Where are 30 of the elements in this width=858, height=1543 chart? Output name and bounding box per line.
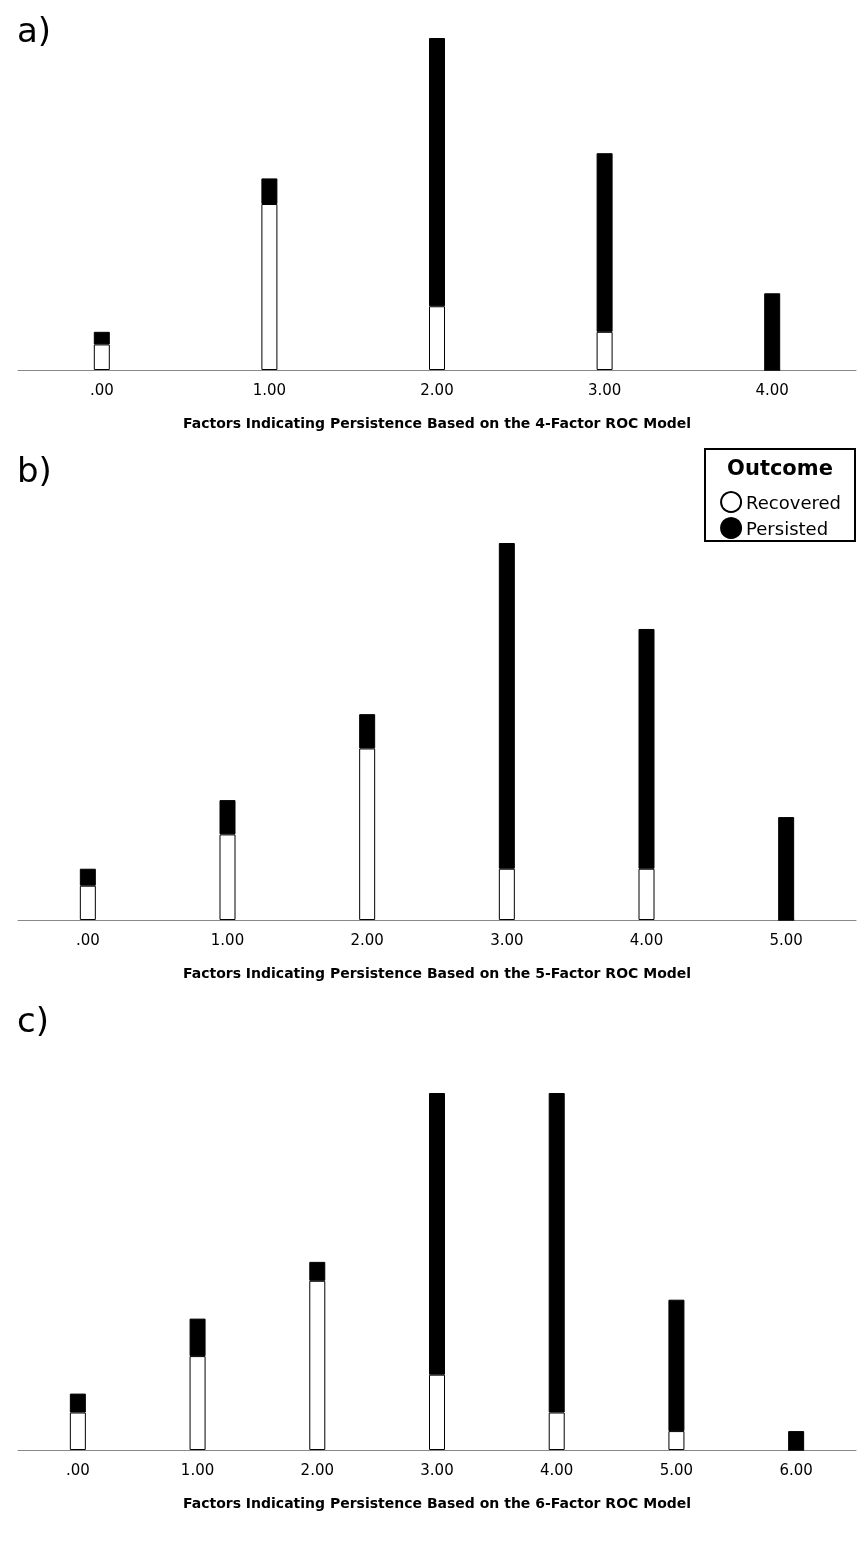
chart-title: c): [17, 1000, 49, 1040]
x-axis-title: Factors Indicating Persistence Based on the 4-Factor ROC Model: [182, 415, 692, 431]
x-axis-title: Factors Indicating Persistence Based on the 6-Factor ROC Model: [182, 1495, 692, 1511]
x-axis-title: Factors Indicating Persistence Based on the 5-Factor ROC Model: [182, 965, 692, 981]
chart-title: b): [17, 450, 52, 490]
x-tick-label: 2.00: [420, 380, 454, 399]
x-tick-label: 3.00: [587, 380, 622, 399]
chart-title: a): [17, 10, 52, 50]
x-tick-label: 6.00: [779, 1460, 813, 1479]
legend-label: Persisted: [746, 517, 829, 539]
x-tick-label: 5.00: [769, 930, 803, 949]
x-tick-label: .00: [65, 1460, 90, 1479]
bar: [764, 293, 781, 370]
x-tick-label: 5.00: [659, 1460, 694, 1479]
x-tick-label: 3.00: [490, 930, 524, 949]
x-tick-label: 4.00: [755, 380, 789, 399]
x-tick-label: 1.00: [252, 380, 287, 399]
x-tick-label: 4.00: [629, 930, 664, 949]
bar: [778, 817, 795, 920]
x-tick-label: 2.00: [350, 930, 384, 949]
legend-title: Outcome: [727, 455, 833, 480]
x-tick-label: 4.00: [540, 1460, 574, 1479]
x-tick-label: 1.00: [180, 1460, 215, 1479]
x-tick-label: 3.00: [420, 1460, 454, 1479]
x-tick-label: 1.00: [210, 930, 245, 949]
bar: [788, 1431, 805, 1450]
x-tick-label: 2.00: [300, 1460, 334, 1479]
legend-label: Recovered: [746, 491, 842, 513]
x-tick-label: .00: [89, 380, 114, 399]
x-tick-label: .00: [75, 930, 100, 949]
